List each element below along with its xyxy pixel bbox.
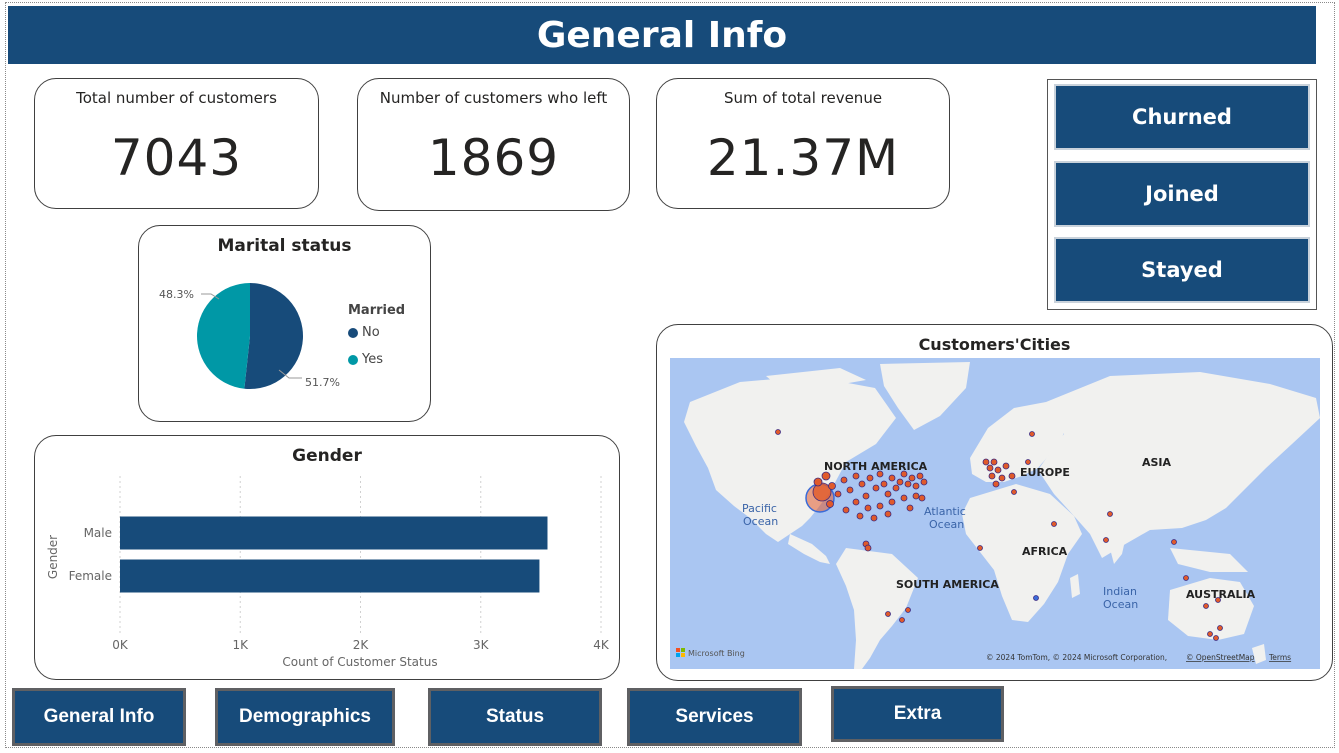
- x-tick-label: 1K: [232, 638, 249, 652]
- leader-line: [201, 293, 220, 300]
- pie-slice-yes[interactable]: [197, 283, 250, 389]
- report-canvas: [5, 2, 1335, 748]
- nav-status-button[interactable]: Status: [428, 688, 602, 746]
- y-axis-label: Gender: [46, 535, 60, 579]
- chart-title: Marital status: [217, 236, 352, 256]
- pie-label-yes: 48.3%: [159, 288, 194, 301]
- pie-label-no: 51.7%: [305, 376, 340, 389]
- bar-chart-svg: Male Female 0K 1K 2K 3K 4K Gender Count of Cu…: [46, 476, 610, 669]
- land-africa: [962, 484, 1082, 622]
- page-title-banner: General Info: [8, 6, 1316, 64]
- page-title: General Info: [536, 14, 788, 56]
- x-axis-label: Count of Customer Status: [282, 655, 437, 669]
- x-tick-label: 0K: [112, 638, 129, 652]
- kpi-value: 7043: [110, 129, 243, 187]
- land-south-america: [836, 548, 918, 669]
- legend-marker: [348, 354, 358, 365]
- x-tick-label: 3K: [473, 638, 490, 652]
- label-australia: AUSTRALIA: [1186, 588, 1256, 601]
- churned-button[interactable]: Churned: [1054, 84, 1310, 150]
- leader-line: [278, 369, 302, 379]
- label-pacific-2: Ocean: [743, 515, 778, 528]
- bing-logo: Microsoft Bing: [676, 648, 745, 658]
- continent-labels: NORTH AMERICA EUROPE ASIA AFRICA SOUTH A…: [824, 456, 1256, 601]
- customers-cities-map[interactable]: Customers'Cities: [656, 324, 1333, 681]
- category-label: Male: [84, 526, 112, 540]
- label-atlantic-2: Ocean: [929, 518, 964, 531]
- land-central-america: [788, 534, 830, 564]
- terms-link[interactable]: Terms: [1268, 653, 1291, 662]
- kpi-label: Number of customers who left: [379, 89, 608, 107]
- pie-slice-no[interactable]: [244, 283, 304, 389]
- osm-link[interactable]: © OpenStreetMap: [1186, 653, 1255, 662]
- kpi-card-customers-left[interactable]: Number of customers who left 1869: [357, 78, 630, 211]
- label-indian-1: Indian: [1103, 585, 1137, 598]
- world-map[interactable]: NORTH AMERICA EUROPE ASIA AFRICA SOUTH A…: [670, 358, 1320, 669]
- gender-chart[interactable]: Gender Male Female 0K 1K 2K 3K 4K Gender Coun…: [34, 435, 620, 680]
- nav-demographics-button[interactable]: Demographics: [215, 688, 395, 746]
- nav-services-button[interactable]: Services: [627, 688, 802, 746]
- bar-male[interactable]: [120, 516, 548, 550]
- land-new-zealand: [1252, 644, 1266, 664]
- x-tick-label: 4K: [593, 638, 610, 652]
- nav-extra-button[interactable]: Extra: [831, 686, 1004, 742]
- land-indonesia: [1170, 548, 1248, 572]
- land-asia: [1038, 372, 1320, 558]
- chart-title: Customers'Cities: [918, 335, 1071, 354]
- customer-markers[interactable]: [775, 429, 1223, 641]
- category-label: Female: [69, 569, 112, 583]
- land-north-america: [684, 376, 896, 542]
- legend-item-yes[interactable]: Yes: [348, 352, 383, 367]
- bar-female[interactable]: [120, 559, 540, 593]
- label-europe: EUROPE: [1020, 466, 1070, 479]
- kpi-label: Total number of customers: [76, 89, 277, 107]
- label-pacific-1: Pacific: [742, 502, 777, 515]
- land-australia: [1168, 578, 1254, 640]
- nav-general-info-button[interactable]: General Info: [12, 688, 186, 746]
- legend-item-no[interactable]: No: [348, 325, 380, 340]
- kpi-label: Sum of total revenue: [723, 89, 883, 107]
- legend-label: No: [362, 325, 380, 340]
- stayed-button[interactable]: Stayed: [1054, 237, 1310, 303]
- map-attribution: © 2024 TomTom, © 2024 Microsoft Corporat…: [986, 653, 1167, 662]
- land-madagascar: [1070, 574, 1080, 598]
- kpi-value: 21.37M: [706, 129, 900, 187]
- marital-status-chart[interactable]: Marital status 48.3% 51.7% Married No Ye…: [138, 225, 431, 422]
- kpi-card-total-customers[interactable]: Total number of customers 7043: [34, 78, 319, 209]
- kpi-card-total-revenue[interactable]: Sum of total revenue 21.37M: [656, 78, 950, 209]
- bing-logo-text: Microsoft Bing: [688, 649, 745, 658]
- label-south-america: SOUTH AMERICA: [896, 578, 999, 591]
- status-button-panel: Churned Joined Stayed: [1047, 79, 1317, 310]
- ocean-labels: Pacific Ocean Atlantic Ocean Indian Ocea…: [742, 502, 1138, 611]
- label-indian-2: Ocean: [1103, 598, 1138, 611]
- land-canadian-islands: [766, 368, 866, 388]
- x-tick-label: 2K: [353, 638, 370, 652]
- legend-label: Yes: [362, 352, 383, 367]
- kpi-value: 1869: [427, 129, 560, 187]
- label-asia: ASIA: [1142, 456, 1172, 469]
- land-india: [1102, 518, 1130, 564]
- label-north-america: NORTH AMERICA: [824, 460, 928, 473]
- chart-title: Gender: [292, 446, 362, 466]
- legend-title: Married: [348, 303, 406, 318]
- label-atlantic-1: Atlantic: [924, 505, 966, 518]
- label-africa: AFRICA: [1022, 545, 1068, 558]
- joined-button[interactable]: Joined: [1054, 161, 1310, 227]
- pie-chart-svg: 48.3% 51.7%: [159, 283, 340, 389]
- legend-marker: [348, 327, 358, 338]
- land-greenland: [880, 362, 970, 430]
